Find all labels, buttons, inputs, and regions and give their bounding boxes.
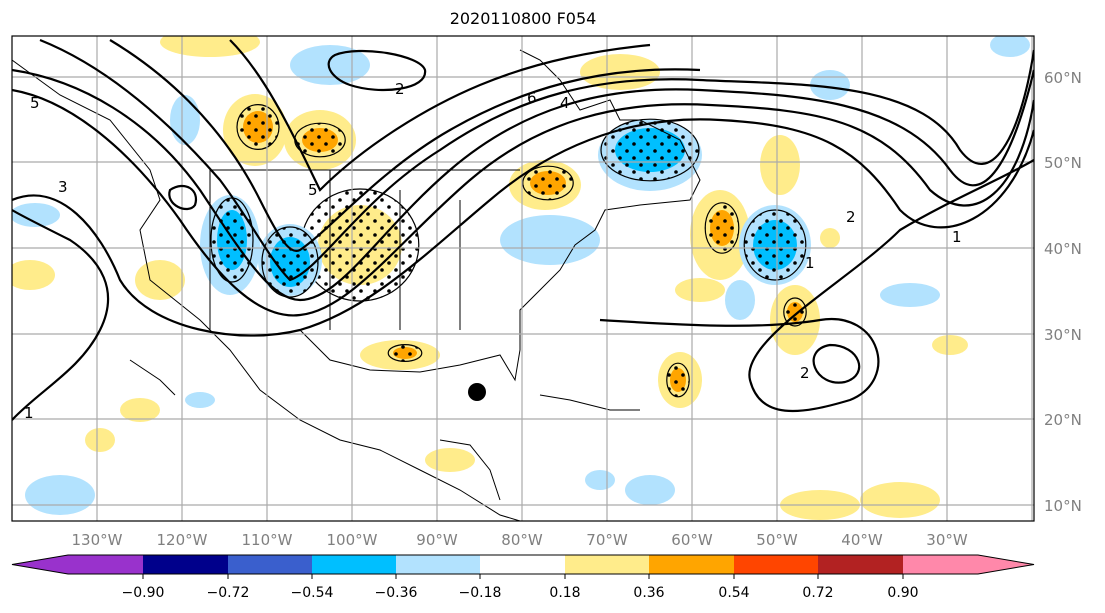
map-title: 2020110800 F054 — [449, 9, 597, 28]
colorbar-tick-label: −0.90 — [122, 585, 165, 601]
latitude-label: 20°N — [1044, 411, 1082, 429]
significance-hatching — [704, 202, 740, 254]
colorbar-tick-label: −0.36 — [375, 585, 418, 601]
colorbar-tick-label: 0.18 — [549, 585, 580, 601]
latitude-label: 50°N — [1044, 154, 1082, 172]
colorbar: −0.90 −0.72 −0.54 −0.36 −0.18 0.18 0.36 0.54 0.7… — [11, 554, 1035, 601]
latitude-label: 30°N — [1044, 326, 1082, 344]
contour-label: 1 — [952, 228, 962, 246]
anomaly-region — [135, 260, 185, 300]
contour-label: 6 — [527, 89, 537, 107]
colorbar-segment — [396, 555, 480, 574]
latitude-label: 10°N — [1044, 497, 1082, 515]
anomaly-region — [85, 428, 115, 452]
anomaly-region — [185, 392, 215, 408]
colorbar-segment — [649, 555, 734, 574]
longitude-label: 120°W — [157, 531, 208, 549]
colorbar-segment — [68, 555, 143, 574]
anomaly-region — [25, 475, 95, 515]
anomaly-region — [725, 280, 755, 320]
anomaly-region — [12, 260, 55, 290]
longitude-label: 90°W — [416, 531, 458, 549]
anomaly-region — [675, 278, 725, 302]
contour-labels: 5 3 1 2 6 4 5 2 1 2 1 — [24, 80, 962, 422]
storm-center-marker — [468, 383, 486, 401]
anomaly-region — [12, 203, 60, 227]
contour-label: 4 — [560, 94, 570, 112]
anomaly-region — [160, 36, 260, 57]
contour-label: 3 — [58, 178, 68, 196]
longitude-label: 50°W — [756, 531, 798, 549]
contour-label: 1 — [24, 404, 34, 422]
longitude-label: 60°W — [671, 531, 713, 549]
anomaly-region — [990, 36, 1030, 57]
significance-hatching — [522, 165, 574, 201]
longitude-label: 40°W — [841, 531, 883, 549]
anomaly-region — [170, 95, 200, 145]
anomaly-region — [932, 335, 968, 355]
colorbar-tick-label: 0.72 — [802, 585, 833, 601]
longitude-label: 30°W — [926, 531, 968, 549]
colorbar-segment — [312, 555, 396, 574]
longitude-labels: 130°W 120°W 110°W 100°W 90°W 80°W 70°W 60°W 50°W… — [72, 531, 968, 549]
longitude-label: 100°W — [327, 531, 378, 549]
anomaly-region — [760, 135, 800, 195]
anomaly-region — [290, 45, 370, 85]
colorbar-segment — [565, 555, 649, 574]
colorbar-tick-label: 0.36 — [633, 585, 664, 601]
anomaly-region — [120, 398, 160, 422]
significance-hatching — [600, 118, 700, 182]
colorbar-segment — [818, 555, 903, 574]
latitude-label: 40°N — [1044, 240, 1082, 258]
significance-hatching — [666, 362, 690, 398]
contour-label: 2 — [395, 80, 405, 98]
colorbar-extend-low — [12, 555, 68, 574]
longitude-label: 130°W — [72, 531, 123, 549]
height-contours — [12, 38, 1034, 421]
colorbar-outline — [11, 554, 1035, 575]
colorbar-segment — [903, 555, 978, 574]
significance-hatching — [387, 344, 423, 363]
contour-label: 1 — [805, 254, 815, 272]
map-frame — [11, 35, 1035, 522]
colorbar-tick-label: 0.90 — [887, 585, 918, 601]
contour-label: 5 — [308, 181, 318, 199]
anomaly-region — [880, 283, 940, 307]
longitude-label: 110°W — [242, 531, 293, 549]
colorbar-extend-high — [978, 555, 1034, 574]
anomaly-region — [425, 448, 475, 472]
anomaly-region — [860, 482, 940, 518]
colorbar-tick-label: −0.72 — [207, 585, 250, 601]
longitude-label: 80°W — [501, 531, 543, 549]
anomaly-region — [500, 215, 600, 265]
anomaly-region — [820, 228, 840, 248]
colorbar-segment — [228, 555, 312, 574]
longitude-label: 70°W — [586, 531, 628, 549]
contour-label: 5 — [30, 94, 40, 112]
colorbar-segment — [734, 555, 818, 574]
significance-hatching — [236, 103, 280, 150]
contour-label: 2 — [846, 208, 856, 226]
colorbar-segment — [143, 555, 228, 574]
latitude-labels: 60°N 50°N 40°N 30°N 20°N 10°N — [1044, 69, 1082, 515]
anomaly-region — [585, 470, 615, 490]
latitude-label: 60°N — [1044, 69, 1082, 87]
map-area[interactable]: 5 3 1 2 6 4 5 2 1 2 1 — [5, 27, 1034, 521]
colorbar-tick-label: −0.54 — [291, 585, 334, 601]
colorbar-tick-label: −0.18 — [459, 585, 502, 601]
significance-hatching — [743, 209, 807, 281]
anomaly-region — [625, 475, 675, 505]
anomaly-shading — [12, 36, 1030, 520]
colorbar-segment — [480, 555, 565, 574]
colorbar-tick-label: 0.54 — [718, 585, 749, 601]
contour-label: 2 — [800, 364, 810, 382]
